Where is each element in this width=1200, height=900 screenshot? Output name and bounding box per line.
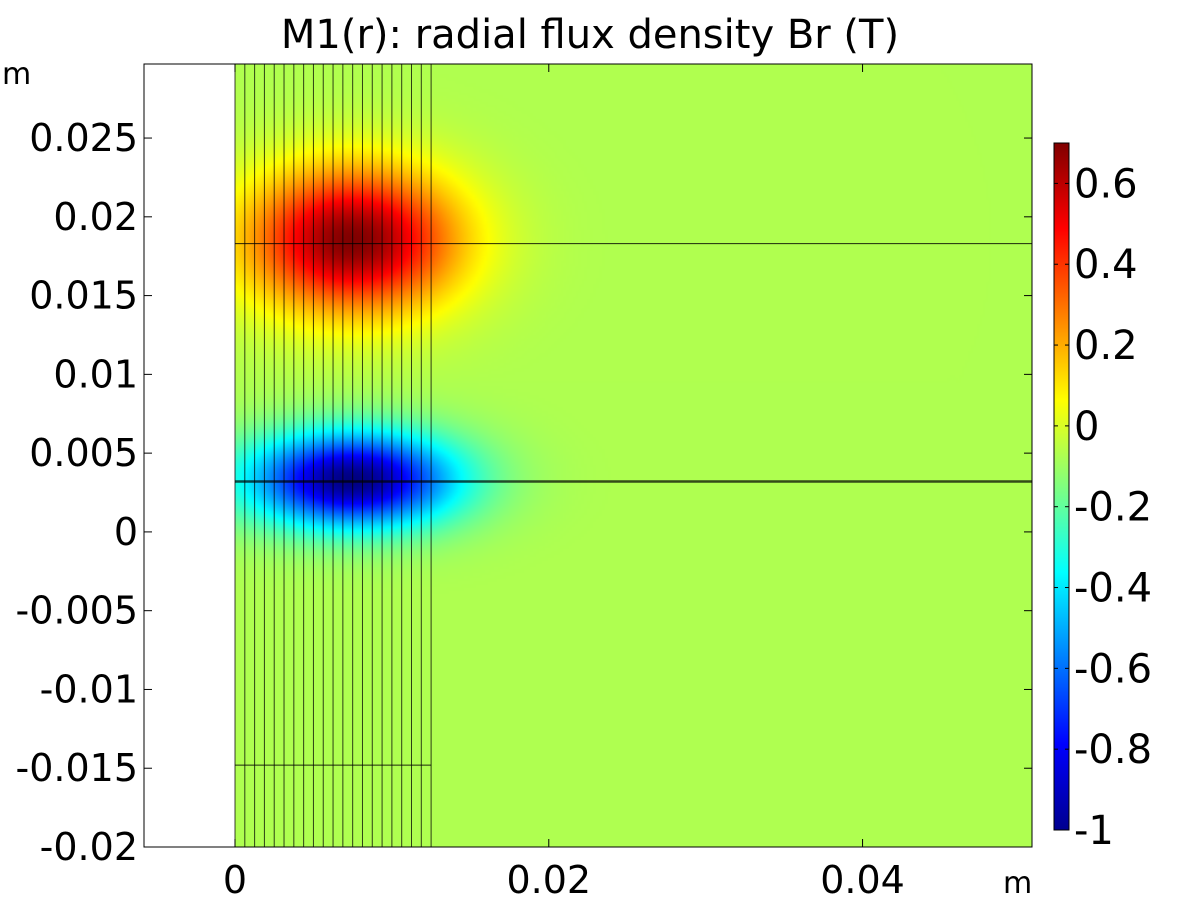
- y-tick-label: -0.015: [16, 746, 139, 790]
- y-axis-unit-label: m: [2, 57, 31, 92]
- y-tick-label: 0.005: [29, 431, 138, 475]
- plot-frame: [143, 63, 1033, 848]
- y-tick-label: 0.025: [29, 116, 138, 160]
- colorbar-gradient: [1053, 142, 1070, 831]
- y-tick-label: 0.02: [53, 195, 138, 239]
- colorbar-tick-label: 0.6: [1074, 161, 1138, 207]
- y-tick-label: 0.015: [29, 274, 138, 318]
- field-heatmap: [234, 64, 1032, 847]
- y-axis: 0.025 0.02 0.015 0.01 0.005 0 -0.005 -0.01 -0.01…: [16, 116, 1032, 869]
- colorbar-tick-label: 0.4: [1074, 242, 1138, 288]
- colorbar: 0.6 0.4 0.2 0 -0.2 -0.4 -0.6 -0.8 -1: [1053, 142, 1152, 854]
- y-tick-label: -0.01: [40, 667, 138, 711]
- colorbar-tick-label: -0.4: [1074, 566, 1152, 612]
- x-tick-label: 0.02: [506, 858, 591, 900]
- colorbar-ticks: 0.6 0.4 0.2 0 -0.2 -0.4 -0.6 -0.8 -1: [1054, 161, 1152, 854]
- chart-title: M1(r): radial flux density Br (T): [281, 12, 899, 58]
- colorbar-tick-label: 0: [1074, 404, 1099, 450]
- x-axis: 0 0.02 0.04: [223, 64, 905, 900]
- colorbar-tick-label: -1: [1074, 808, 1114, 854]
- mesh-boundary-lines: [234, 64, 1032, 847]
- plot-area: [143, 63, 1033, 848]
- x-axis-unit-label: m: [1003, 866, 1032, 900]
- x-tick-label: 0.04: [820, 858, 905, 900]
- colorbar-tick-label: -0.2: [1074, 485, 1152, 531]
- y-tick-label: 0: [114, 510, 138, 554]
- y-tick-label: -0.005: [16, 589, 139, 633]
- colorbar-tick-label: -0.6: [1074, 646, 1152, 692]
- colorbar-tick-label: 0.2: [1074, 323, 1138, 369]
- y-tick-label: -0.02: [40, 825, 138, 869]
- colorbar-tick-label: -0.8: [1074, 727, 1152, 773]
- y-tick-label: 0.01: [53, 352, 138, 396]
- x-tick-label: 0: [223, 858, 247, 900]
